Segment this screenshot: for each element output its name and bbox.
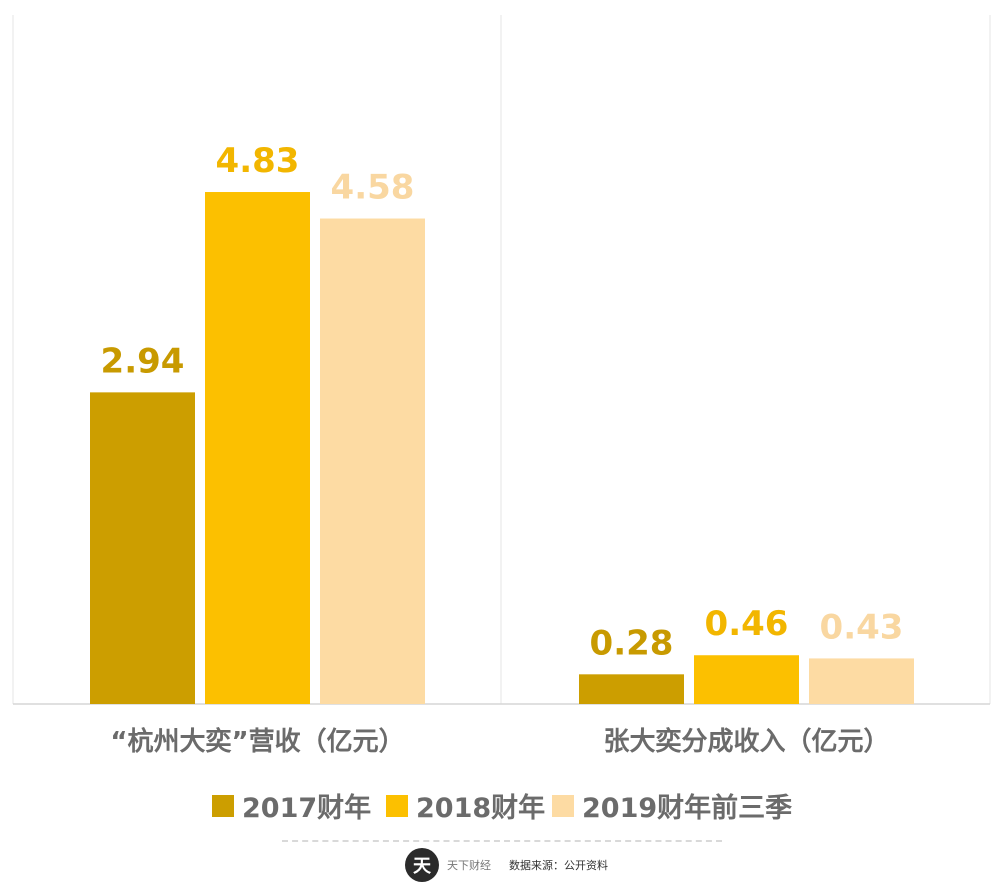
bar-value-label: 4.58 [331,168,415,208]
logo-icon: 天 [405,848,439,882]
bar-chart: 2.94 4.83 4.58 0.28 0.46 0.43 “杭州大奕”营收（亿元） 张大奕… [12,15,991,824]
brand-name: 天下财经 [447,859,491,872]
bar-1-3 [320,218,425,704]
bar-value-label: 0.46 [705,604,789,644]
legend-label-2: 2018财年 [416,792,545,824]
legend-swatch-2 [386,795,408,817]
brand: 天 天下财经 数据来源：公开资料 [405,848,608,882]
bar-value-label: 0.43 [820,607,904,647]
legend-swatch-3 [552,795,574,817]
bar-1-1 [90,392,195,704]
bar-value-label: 0.28 [590,623,674,663]
bar-2-3 [809,658,914,704]
bar-2-1 [579,674,684,704]
bar-value-label: 2.94 [101,341,185,381]
bar-2-2 [694,655,799,704]
data-source: 数据来源：公开资料 [509,859,608,872]
category-label: 张大奕分成收入（亿元） [603,726,889,757]
legend-label-1: 2017财年 [242,792,371,824]
bar-value-label: 4.83 [216,141,300,181]
legend-label-3: 2019财年前三季 [582,792,792,824]
footer-divider [282,840,722,842]
legend-swatch-1 [212,795,234,817]
bar-1-2 [205,192,310,704]
footer: 天 天下财经 数据来源：公开资料 [0,840,1003,886]
category-label: “杭州大奕”营收（亿元） [110,726,404,757]
